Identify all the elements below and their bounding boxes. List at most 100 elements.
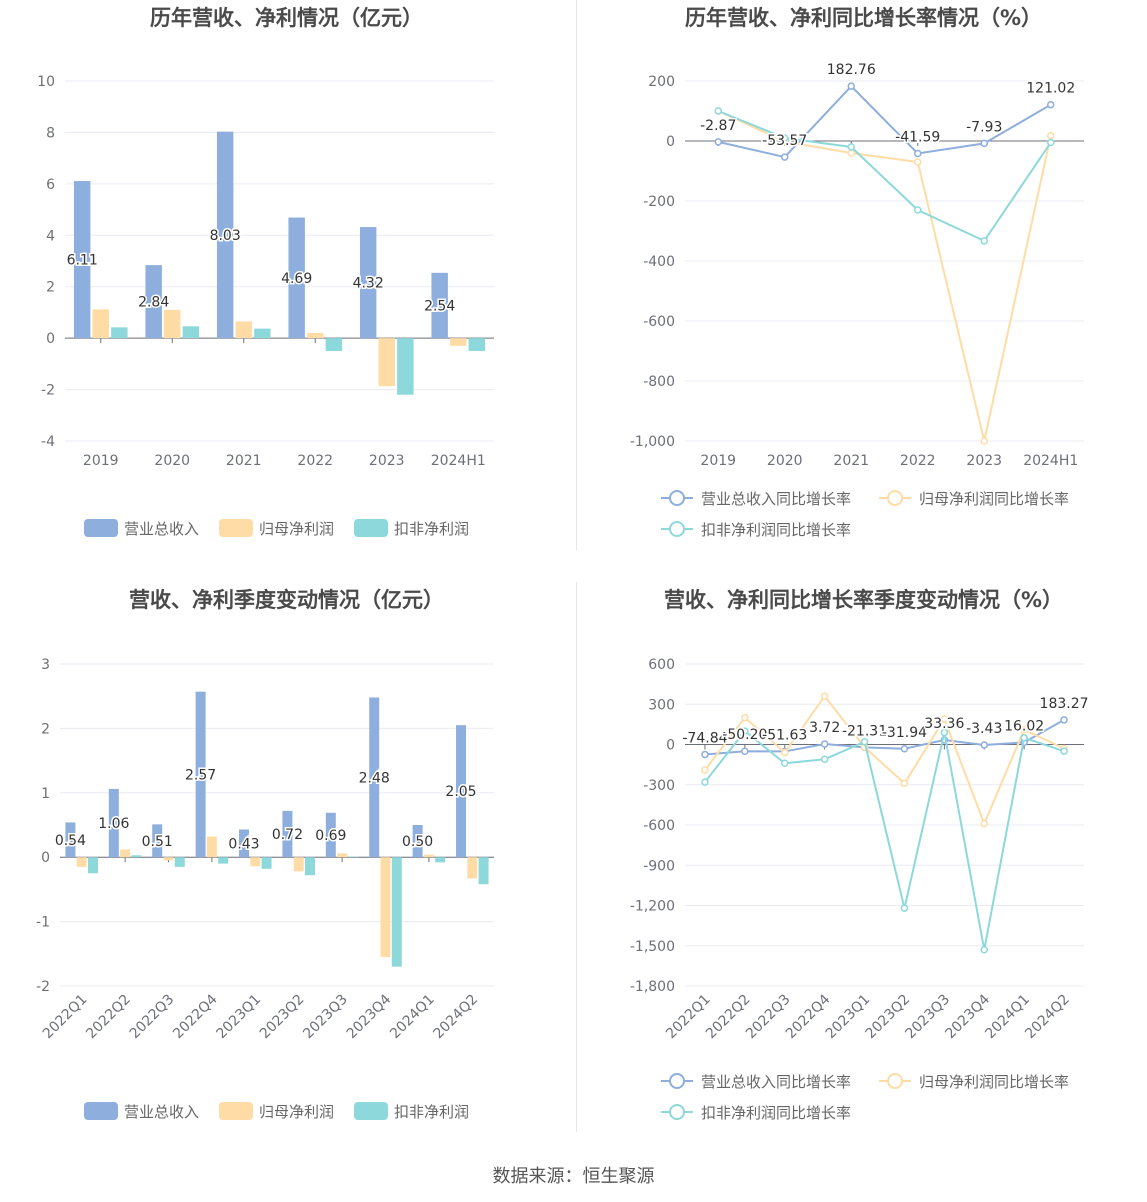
- data-point: [701, 766, 709, 774]
- legend-marker: [887, 490, 903, 506]
- data-point: [914, 206, 922, 214]
- y-tick-label: 8: [46, 125, 55, 141]
- series-line: [717, 110, 1052, 442]
- data-label: 182.76: [827, 62, 876, 78]
- chart-title: 历年营收、净利同比增长率情况（%）: [684, 6, 1043, 30]
- data-point: [741, 727, 749, 735]
- y-tick-label: -1,000: [630, 434, 675, 450]
- x-tick-label: 2022Q2: [83, 992, 134, 1043]
- x-tick-label: 2022: [297, 453, 333, 469]
- legend-swatch: [84, 519, 118, 537]
- data-point: [781, 153, 789, 161]
- y-tick-label: 0: [41, 850, 50, 866]
- x-tick-label: 2021: [833, 453, 869, 469]
- x-tick-label: 2024Q1: [387, 992, 438, 1043]
- annual-growth-chart: -1,000 -800 -600 -400 -200 0 200 2019 2020 2021 20…: [630, 61, 1084, 539]
- data-point: [1060, 716, 1068, 724]
- x-tick-label: 2022Q4: [170, 991, 221, 1042]
- data-label: -31.94: [882, 725, 927, 741]
- data-point: [1047, 138, 1055, 147]
- x-tick-label: 2023: [369, 453, 405, 469]
- data-point: [860, 738, 869, 746]
- bar: [120, 849, 131, 858]
- bar: [108, 788, 119, 858]
- bar: [412, 825, 423, 858]
- bar: [261, 857, 272, 869]
- data-point: [1060, 747, 1068, 755]
- y-tick-label: -200: [643, 194, 675, 210]
- data-label: 121.02: [1026, 81, 1075, 97]
- bar: [288, 217, 305, 339]
- data-point: [781, 748, 789, 757]
- bar: [307, 333, 324, 339]
- data-point: [847, 149, 855, 157]
- annual-values-panel: 历年营收、净利情况（亿元） -4 -2 0 2 4 6 8 10 2019 2020 2021 202…: [0, 0, 573, 580]
- legend-label: 归母净利润: [259, 520, 334, 538]
- x-tick-label: 2020: [767, 453, 803, 469]
- data-point: [847, 143, 855, 151]
- quarterly-growth-chart: -1,800 -1,500 -1,200 -900 -600 -300 0 300 600 202…: [630, 657, 1090, 1122]
- y-tick-label: -800: [643, 374, 675, 390]
- data-point: [900, 904, 909, 912]
- bar: [293, 857, 304, 872]
- bar: [195, 691, 206, 858]
- legend-label: 扣非净利润同比增长率: [701, 521, 851, 539]
- data-label: -3.43: [966, 721, 1002, 737]
- data-label: 6.11: [67, 253, 98, 269]
- data-point: [914, 158, 922, 166]
- data-label: 1.06: [98, 816, 129, 832]
- bar: [467, 857, 478, 879]
- x-tick-label: 2019: [700, 453, 736, 469]
- data-label: 2.54: [424, 298, 455, 314]
- legend-label: 扣非净利润: [394, 520, 469, 538]
- bar: [304, 857, 315, 876]
- legend-label: 扣非净利润: [394, 1103, 469, 1121]
- data-label: 2.05: [445, 784, 476, 800]
- data-label: 0.50: [402, 834, 433, 850]
- data-label: 4.32: [353, 276, 384, 292]
- bar: [468, 338, 486, 351]
- legend-swatch: [354, 519, 388, 537]
- y-tick-label: 300: [648, 697, 675, 713]
- data-point: [980, 237, 988, 245]
- x-tick-label: 2019: [83, 453, 119, 469]
- legend-marker: [669, 1104, 685, 1120]
- y-tick-label: -1,200: [630, 899, 675, 915]
- data-label: -50.20: [722, 727, 767, 743]
- data-label: 0.43: [228, 836, 259, 852]
- data-label: 0.72: [272, 827, 303, 843]
- bar: [73, 181, 91, 339]
- panel-divider: [576, 582, 577, 1132]
- data-label: 3.72: [809, 720, 840, 736]
- data-point: [701, 750, 709, 759]
- bar: [359, 227, 377, 339]
- quarterly-values-chart: -2-101232022Q12022Q22022Q32022Q42023Q120…: [36, 657, 494, 1121]
- data-point: [741, 747, 749, 755]
- data-point: [701, 778, 709, 786]
- annual-growth-panel: 历年营收、净利同比增长率情况（%） -1,000 -800 -600 -400 -200…: [577, 0, 1147, 580]
- bar: [450, 338, 467, 346]
- bar: [239, 829, 250, 858]
- y-tick-label: 0: [46, 331, 55, 347]
- data-label: -2.87: [700, 118, 736, 134]
- bar: [380, 857, 391, 958]
- data-label: 183.27: [1040, 696, 1089, 712]
- data-point: [980, 437, 988, 445]
- data-label: 8.03: [210, 228, 241, 244]
- data-label: -74.84: [682, 731, 727, 747]
- data-point: [714, 138, 722, 146]
- x-tick-label: 2024Q2: [1022, 992, 1073, 1043]
- legend-marker: [669, 1073, 685, 1089]
- x-tick-label: 2022Q3: [127, 992, 178, 1043]
- legend-label: 营业总收入同比增长率: [701, 490, 851, 508]
- data-label: -53.57: [762, 133, 807, 149]
- y-tick-label: -4: [41, 434, 55, 450]
- bar: [164, 309, 181, 339]
- data-label: 0.54: [55, 833, 86, 849]
- data-point: [900, 779, 909, 788]
- bar: [92, 309, 109, 339]
- bar: [250, 857, 261, 867]
- data-point: [714, 107, 722, 115]
- data-point: [940, 715, 949, 723]
- quarterly-values-panel: 营收、净利季度变动情况（亿元） -2 -1 0 1 2 3 2022Q1 2022Q2 2022…: [0, 582, 573, 1162]
